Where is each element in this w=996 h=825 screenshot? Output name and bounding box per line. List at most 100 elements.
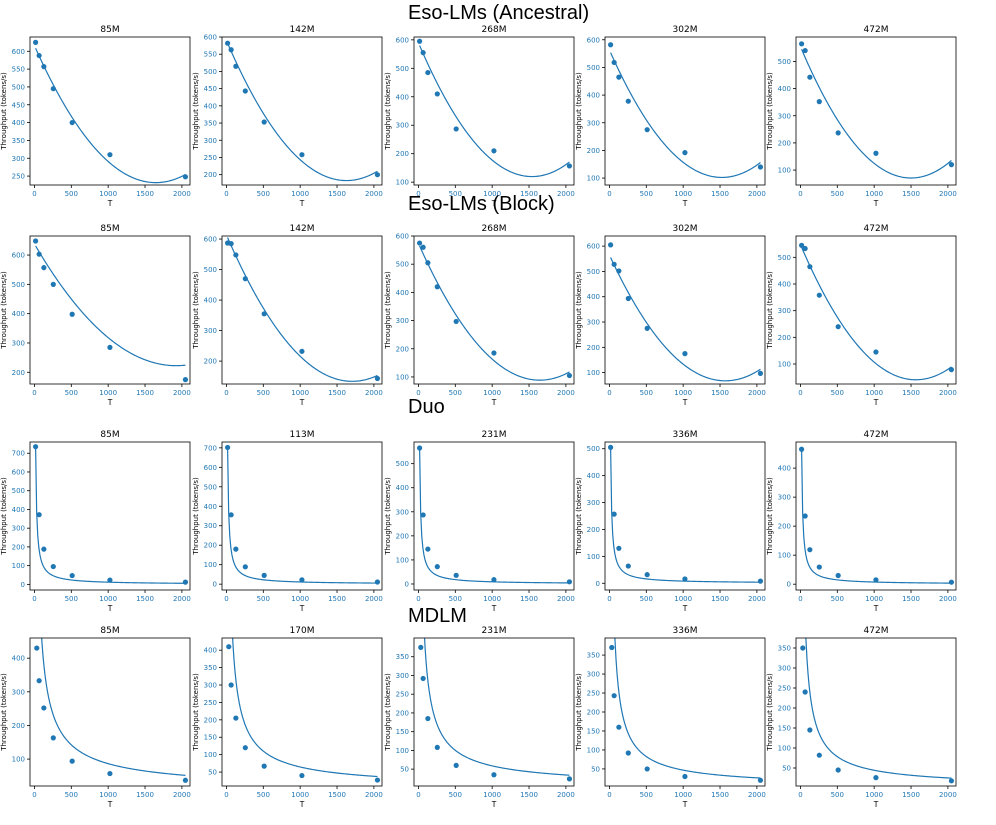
data-point — [107, 152, 113, 158]
x-tick-label: 0 — [32, 389, 36, 397]
y-axis-label: Throughput (tokens/s) — [575, 72, 583, 151]
x-tick-label: 0 — [607, 389, 611, 397]
data-point — [835, 572, 841, 579]
y-tick-label: 500 — [204, 266, 217, 274]
data-point — [802, 47, 808, 54]
y-tick-label: 600 — [396, 36, 409, 44]
y-tick-label: 100 — [587, 553, 600, 561]
y-tick-label: 400 — [204, 102, 217, 110]
x-tick-label: 500 — [640, 595, 653, 603]
x-tick-label: 1500 — [711, 595, 729, 603]
y-tick-label: 100 — [778, 361, 791, 369]
y-tick-label: 300 — [204, 522, 217, 530]
y-tick-label: 500 — [204, 483, 217, 491]
data-point — [802, 245, 808, 252]
data-point — [453, 126, 459, 132]
subplot-14: 336M 0 500 1000 1500 2000 0 100 200 300 400 500 T Thr… — [575, 430, 766, 613]
data-point — [228, 682, 234, 688]
x-tick-label: 1000 — [99, 190, 117, 198]
x-tick-label: 0 — [798, 389, 802, 397]
x-tick-label: 1000 — [291, 791, 309, 799]
x-tick-label: 500 — [831, 190, 844, 198]
x-tick-label: 2000 — [748, 595, 766, 603]
subplot-2: 142M 0 500 1000 1500 2000 200 250 300 350 400 450 50… — [192, 25, 383, 208]
y-tick-label: 150 — [587, 727, 600, 735]
data-point — [835, 767, 841, 773]
y-axis-label: Throughput (tokens/s) — [575, 477, 583, 556]
x-tick-label: 1000 — [674, 389, 692, 397]
data-point — [41, 705, 47, 711]
data-point — [609, 644, 615, 651]
y-tick-label: 300 — [396, 317, 409, 325]
x-tick-label: 0 — [798, 791, 802, 799]
y-tick-label: 400 — [587, 92, 600, 100]
y-axis-label: Throughput (tokens/s) — [192, 271, 200, 350]
x-axis-label: T — [682, 604, 688, 613]
data-point — [873, 577, 879, 583]
y-tick-label: 500 — [396, 65, 409, 73]
plot-frame — [29, 441, 191, 591]
x-tick-label: 2000 — [173, 791, 191, 799]
y-tick-label: 150 — [396, 728, 409, 736]
x-tick-label: 1000 — [674, 595, 692, 603]
y-tick-label: 300 — [12, 688, 25, 696]
data-point — [420, 50, 426, 56]
x-tick-label: 500 — [640, 389, 653, 397]
data-point — [611, 261, 617, 267]
subplot-title: 302M — [673, 25, 698, 35]
x-tick-label: 1000 — [674, 190, 692, 198]
x-axis-label: T — [299, 398, 305, 407]
y-tick-label: 500 — [396, 460, 409, 468]
fit-curve — [419, 448, 570, 584]
y-tick-label: 400 — [396, 289, 409, 297]
data-point — [41, 546, 47, 552]
data-point — [261, 311, 267, 317]
y-tick-label: 200 — [587, 526, 600, 534]
data-point — [434, 564, 440, 570]
x-tick-label: 1000 — [483, 190, 501, 198]
subplot-9: 302M 0 500 1000 1500 2000 100 200 300 400 500 600 T T… — [575, 224, 766, 407]
data-point — [948, 579, 955, 585]
data-point — [33, 238, 39, 244]
y-tick-label: 350 — [396, 653, 409, 661]
subplot-title: 85M — [100, 626, 119, 636]
x-tick-label: 1500 — [902, 791, 920, 799]
plot-frame — [413, 235, 575, 385]
x-tick-label: 1000 — [865, 595, 883, 603]
y-tick-label: 200 — [396, 150, 409, 158]
x-tick-label: 1000 — [291, 190, 309, 198]
x-tick-label: 500 — [449, 389, 462, 397]
fit-curve — [614, 638, 761, 779]
x-axis-label: T — [682, 800, 688, 809]
subplot-title: 85M — [100, 25, 119, 35]
y-tick-label: 100 — [204, 751, 217, 759]
x-axis-label: T — [491, 199, 497, 208]
y-tick-label: 400 — [587, 472, 600, 480]
x-axis-label: T — [107, 199, 113, 208]
data-point — [802, 689, 808, 695]
y-tick-label: 250 — [204, 699, 217, 707]
x-tick-label: 0 — [607, 595, 611, 603]
x-tick-label: 500 — [65, 791, 78, 799]
subplot-title: 85M — [100, 430, 119, 440]
subplot-title: 336M — [673, 626, 698, 636]
fit-curve — [41, 638, 186, 776]
data-point — [757, 578, 764, 584]
data-point — [816, 99, 822, 105]
x-tick-label: 2000 — [939, 190, 957, 198]
y-tick-label: 300 — [12, 155, 25, 163]
x-tick-label: 1000 — [483, 595, 501, 603]
data-point — [757, 777, 764, 783]
fit-curve — [801, 49, 952, 179]
data-point — [816, 752, 822, 758]
x-tick-label: 1000 — [291, 595, 309, 603]
x-tick-label: 500 — [831, 389, 844, 397]
x-axis-label: T — [873, 199, 879, 208]
y-axis-label: Throughput (tokens/s) — [766, 271, 774, 350]
y-tick-label: 200 — [778, 705, 791, 713]
data-point — [233, 715, 239, 721]
y-tick-label: 200 — [204, 358, 217, 366]
section-title-eso-lms-ancestral: Eso-LMs (Ancestral) — [408, 2, 590, 24]
data-point — [225, 40, 231, 46]
fit-curve — [419, 245, 570, 381]
